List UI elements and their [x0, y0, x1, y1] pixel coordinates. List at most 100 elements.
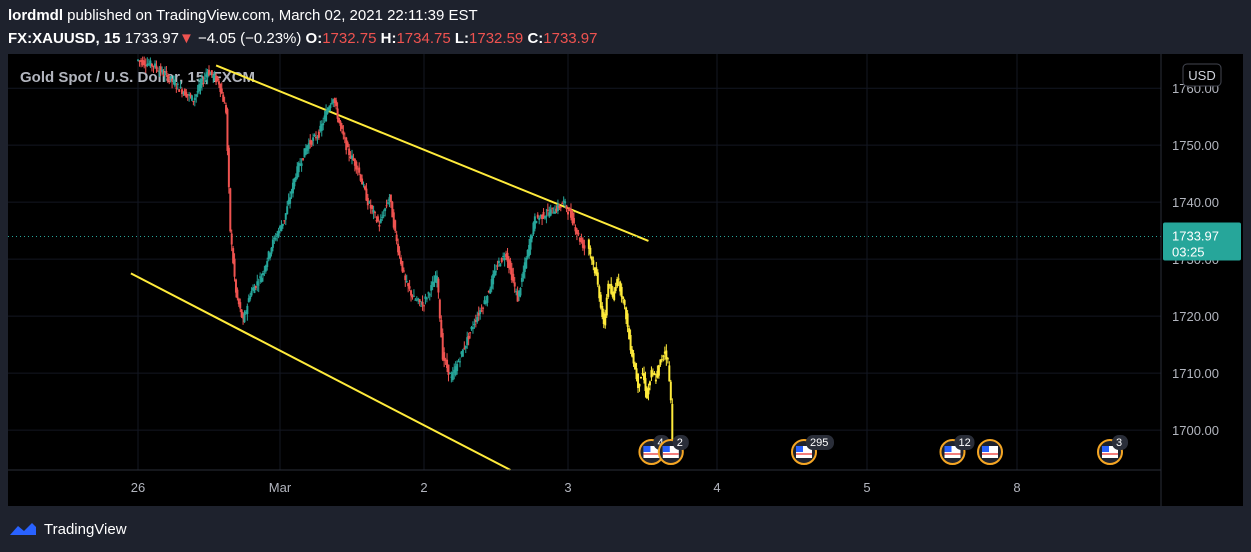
candle [635, 362, 638, 382]
candle [319, 120, 322, 133]
candle [616, 276, 619, 289]
price-axis: 1760.001750.001740.001730.001720.001710.… [1172, 81, 1219, 438]
candle [168, 74, 171, 85]
candle-body [645, 389, 648, 399]
candle [492, 270, 495, 290]
event-badge[interactable] [977, 439, 1003, 465]
candle-body [208, 69, 210, 76]
candle [490, 275, 493, 293]
candle [444, 357, 447, 365]
candle-body [189, 94, 192, 97]
candle-body [510, 268, 513, 281]
candle [507, 256, 510, 274]
chart-area[interactable]: Gold Spot / U.S. Dollar, 15, FXCM 4 2 295 1… [8, 54, 1243, 506]
event-count-bg [1112, 435, 1128, 450]
candle [274, 232, 277, 242]
candle-body [343, 137, 346, 139]
candle-body [581, 239, 584, 248]
candle-body [382, 215, 385, 217]
candle [493, 264, 496, 278]
candle [614, 282, 617, 294]
candle [581, 237, 584, 251]
candle-body [441, 333, 444, 360]
candle-body [459, 361, 461, 363]
candle [242, 311, 245, 325]
candle [593, 266, 596, 277]
candle [548, 206, 551, 218]
candle [399, 254, 402, 266]
candle [247, 294, 250, 303]
candle-body [277, 230, 280, 237]
candle [502, 252, 505, 261]
candle [369, 199, 372, 214]
candle [273, 235, 276, 244]
candle [641, 367, 644, 376]
candle-body [427, 292, 430, 294]
candle-body [538, 217, 541, 220]
candle [513, 276, 516, 293]
candle [358, 162, 361, 176]
candle-body [361, 178, 364, 185]
event-badge[interactable]: 4 [638, 435, 670, 465]
candle-body [332, 99, 335, 104]
candle-body [388, 197, 391, 201]
candle [519, 287, 522, 298]
event-badge[interactable]: 2 [657, 435, 689, 465]
candle [450, 371, 453, 383]
candle-body [250, 291, 253, 296]
candle [542, 208, 545, 219]
candle-body [291, 182, 294, 194]
chart-title: Gold Spot / U.S. Dollar, 15, FXCM [20, 69, 255, 86]
candle-body [592, 260, 595, 265]
candle [200, 74, 203, 91]
candle [543, 215, 546, 220]
candle [196, 84, 199, 98]
candle-body [163, 72, 166, 76]
candle [654, 373, 657, 384]
candle [662, 354, 665, 362]
candle-body [349, 156, 352, 159]
candle [307, 138, 310, 154]
candle-body [338, 117, 341, 123]
currency-button[interactable]: USD [1182, 63, 1222, 87]
candle-body [352, 158, 355, 161]
candle-body [625, 307, 628, 320]
candle-body [593, 267, 596, 274]
candle-body [294, 176, 297, 181]
open-label: O: [305, 30, 323, 47]
candle-body [469, 332, 472, 334]
candle-body [548, 212, 551, 217]
candle-body [206, 72, 209, 78]
candle-body [423, 305, 425, 307]
candle-body [657, 365, 660, 376]
candle-body [376, 216, 379, 222]
candle-body [317, 131, 320, 138]
candle [234, 278, 237, 298]
event-badge[interactable]: 12 [939, 435, 975, 465]
candle-body [463, 347, 466, 349]
author-name[interactable]: lordmdl [8, 7, 63, 24]
event-badge[interactable]: 3 [1097, 435, 1128, 465]
candle-body [571, 212, 574, 224]
brand-name: TradingView [44, 520, 127, 538]
candle [526, 249, 529, 260]
price-chart[interactable]: Gold Spot / U.S. Dollar, 15, FXCM 4 2 295 1… [8, 54, 1243, 506]
chart-grid [8, 54, 1161, 470]
candle [227, 145, 230, 194]
candle-body [342, 131, 345, 135]
candle-body [372, 210, 375, 213]
candle [470, 325, 473, 331]
candle-body [526, 249, 529, 258]
candle [645, 386, 648, 399]
candle [193, 94, 196, 107]
candle [322, 117, 325, 131]
candle-body [654, 379, 657, 382]
candle-body [542, 211, 545, 218]
event-count-bg [672, 435, 689, 450]
event-badge[interactable]: 295 [791, 435, 834, 465]
candle [283, 220, 286, 225]
candle [510, 262, 513, 283]
candle-body [356, 168, 359, 170]
candle-body [387, 202, 389, 204]
candle-body [665, 350, 668, 360]
